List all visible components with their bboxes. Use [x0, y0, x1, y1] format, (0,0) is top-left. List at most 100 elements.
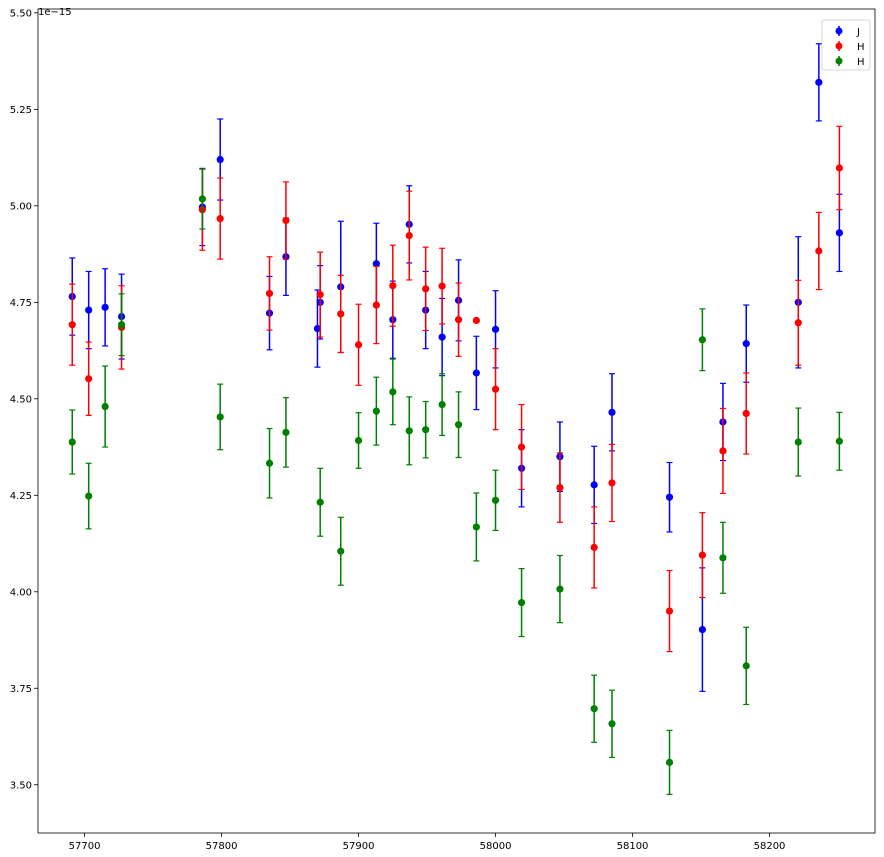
data-point [68, 438, 76, 446]
data-point [422, 426, 430, 434]
series-2 [68, 168, 843, 796]
data-point [835, 229, 843, 237]
plot-frame [37, 8, 876, 834]
y-axis-ticks: 3.50 3.75 4.00 4.25 4.50 4.75 5.00 5.25 5.50 [10, 8, 38, 791]
y-tick-label: 4.00 [10, 587, 32, 598]
data-point [608, 408, 616, 416]
data-point [698, 551, 706, 559]
data-point [282, 216, 290, 225]
legend-j-label: J [856, 27, 860, 38]
data-point [85, 306, 93, 314]
data-point [216, 214, 224, 223]
x-tick-label: 57800 [206, 841, 238, 852]
x-tick-label: 58000 [480, 841, 512, 852]
data-point [698, 626, 706, 634]
legend-h-green-marker [835, 57, 843, 65]
data-point [719, 447, 727, 455]
legend-item-h-red: H [835, 41, 865, 53]
data-point [815, 78, 823, 86]
data-point [354, 436, 363, 445]
y-tick-label: 4.25 [10, 491, 32, 502]
data-point [313, 324, 322, 333]
data-point [101, 303, 109, 311]
y-tick-label: 5.25 [10, 105, 32, 116]
legend-j-marker [835, 27, 843, 35]
data-point [438, 400, 446, 409]
data-point [216, 155, 224, 164]
y-tick-label: 5.50 [10, 8, 32, 19]
data-point [282, 428, 290, 436]
data-point [665, 758, 674, 766]
data-point [742, 662, 750, 670]
legend-h-red-marker [835, 42, 843, 50]
legend-h-green-label: H [857, 57, 865, 68]
data-point [472, 369, 480, 377]
data-point [454, 421, 463, 429]
data-point [85, 492, 93, 500]
y-tick-label: 3.50 [10, 780, 32, 791]
data-point [389, 282, 397, 290]
data-point [491, 385, 500, 393]
data-point [337, 547, 345, 555]
data-point [438, 282, 446, 290]
data-point [117, 321, 126, 329]
data-point [405, 231, 413, 240]
y-offset-label: 1e−15 [38, 7, 72, 18]
data-point [405, 427, 413, 435]
data-point [491, 325, 500, 333]
x-tick-label: 57900 [343, 841, 375, 852]
data-point [590, 543, 598, 551]
data-point [835, 437, 843, 445]
data-point [590, 705, 598, 713]
data-point [608, 720, 616, 728]
data-point [216, 413, 224, 421]
data-point [389, 388, 397, 396]
x-tick-label: 57700 [69, 841, 101, 852]
data-point [556, 585, 564, 593]
legend-h-red-label: H [857, 42, 865, 53]
data-point [742, 409, 750, 418]
data-point [491, 496, 500, 504]
y-tick-label: 3.75 [10, 684, 32, 695]
data-point [698, 336, 706, 344]
data-point [665, 493, 674, 501]
data-point [372, 301, 380, 309]
data-point [608, 479, 616, 487]
data-point [85, 375, 93, 383]
data-point [794, 438, 802, 446]
y-tick-label: 4.75 [10, 298, 32, 309]
data-point [835, 164, 843, 172]
legend-box [821, 19, 871, 71]
data-point [517, 598, 526, 607]
legend-item-h-green: H [835, 56, 865, 68]
data-point [422, 285, 430, 293]
y-tick-label: 5.00 [10, 201, 32, 212]
data-point [472, 316, 480, 325]
data-point [815, 247, 823, 255]
data-point [265, 459, 274, 467]
data-point [337, 310, 345, 318]
data-point [454, 316, 463, 324]
data-point [438, 333, 446, 341]
data-point [517, 443, 526, 451]
data-point [719, 554, 727, 562]
y-tick-label: 4.50 [10, 394, 32, 405]
data-point [198, 195, 206, 203]
data-point [354, 341, 363, 349]
data-point [556, 483, 564, 492]
data-point [316, 498, 324, 506]
data-point [101, 402, 109, 411]
data-point [372, 407, 380, 415]
data-point [665, 607, 674, 615]
data-point [472, 523, 480, 531]
legend-item-j: J [835, 26, 860, 38]
x-tick-label: 58200 [754, 841, 786, 852]
data-point [372, 260, 380, 268]
x-axis-ticks: 57700 57800 57900 58000 58100 58200 [69, 833, 786, 852]
data-point [590, 481, 598, 489]
data-point [742, 340, 750, 348]
x-tick-label: 58100 [617, 841, 649, 852]
data-marks [68, 43, 843, 796]
data-point [265, 289, 274, 298]
